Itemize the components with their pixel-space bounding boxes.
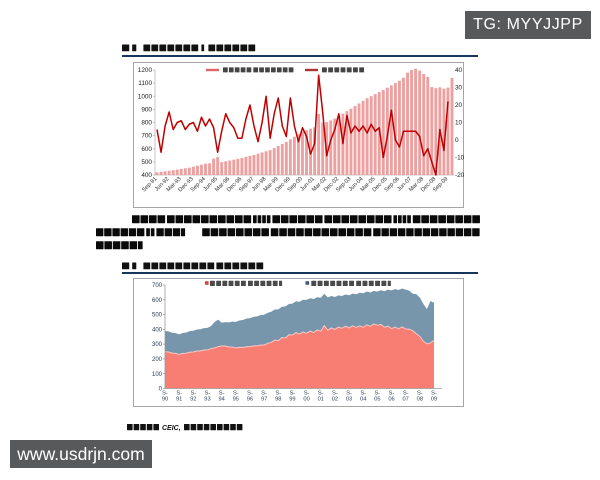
svg-text:300: 300	[152, 342, 163, 348]
svg-text:S-: S-	[176, 391, 182, 397]
svg-text:700: 700	[141, 133, 152, 140]
svg-text:99: 99	[289, 397, 295, 403]
svg-text:96: 96	[247, 397, 253, 403]
svg-text:94: 94	[218, 397, 224, 403]
svg-text:0: 0	[159, 387, 163, 393]
svg-text:08: 08	[417, 397, 423, 403]
svg-text:100: 100	[152, 372, 163, 378]
svg-text:1000: 1000	[138, 93, 153, 100]
svg-text:09: 09	[431, 397, 437, 403]
svg-text:S-: S-	[162, 391, 168, 397]
svg-text:0: 0	[455, 137, 459, 144]
svg-text:500: 500	[141, 159, 152, 166]
svg-text:S-: S-	[389, 391, 395, 397]
svg-text:S-: S-	[318, 391, 324, 397]
svg-text:S-: S-	[247, 391, 253, 397]
svg-text:03: 03	[346, 397, 352, 403]
svg-text:10: 10	[455, 120, 463, 127]
svg-text:98: 98	[275, 397, 281, 403]
svg-text:S-: S-	[219, 391, 225, 397]
svg-text:02: 02	[332, 397, 338, 403]
svg-text:400: 400	[141, 172, 152, 179]
svg-text:500: 500	[152, 313, 163, 319]
svg-text:93: 93	[204, 397, 210, 403]
svg-text:92: 92	[190, 397, 196, 403]
svg-text:05: 05	[374, 397, 380, 403]
svg-text:40: 40	[455, 67, 463, 74]
svg-text:900: 900	[141, 106, 152, 113]
svg-text:00: 00	[303, 397, 309, 403]
svg-text:S-: S-	[431, 391, 437, 397]
svg-text:S-: S-	[275, 391, 281, 397]
svg-text:-10: -10	[455, 155, 464, 162]
svg-text:30: 30	[455, 85, 463, 92]
svg-text:97: 97	[261, 397, 267, 403]
svg-text:90: 90	[162, 397, 168, 403]
svg-text:S-: S-	[233, 391, 239, 397]
svg-text:S-: S-	[205, 391, 211, 397]
svg-text:04: 04	[360, 397, 366, 403]
svg-text:1100: 1100	[138, 80, 152, 87]
svg-text:400: 400	[152, 327, 163, 333]
svg-text:200: 200	[152, 357, 163, 363]
svg-text:S-: S-	[360, 391, 366, 397]
svg-text:CEIC,: CEIC,	[162, 425, 181, 432]
svg-text:S-: S-	[417, 391, 423, 397]
svg-text:06: 06	[388, 397, 394, 403]
svg-text:07: 07	[403, 397, 409, 403]
svg-text:S-: S-	[304, 391, 310, 397]
svg-text:600: 600	[152, 298, 163, 304]
svg-text:800: 800	[141, 120, 152, 127]
svg-text:S-: S-	[290, 391, 296, 397]
svg-text:91: 91	[176, 397, 182, 403]
svg-text:S-: S-	[261, 391, 267, 397]
svg-text:-20: -20	[455, 172, 464, 179]
svg-text:20: 20	[455, 102, 463, 109]
svg-text:S-: S-	[403, 391, 409, 397]
svg-text:S-: S-	[375, 391, 381, 397]
svg-text:600: 600	[141, 146, 152, 153]
svg-text:700: 700	[152, 283, 163, 289]
svg-text:01: 01	[318, 397, 324, 403]
svg-text:S-: S-	[332, 391, 338, 397]
svg-text:95: 95	[233, 397, 239, 403]
svg-text:1200: 1200	[138, 67, 153, 74]
svg-text:S-: S-	[346, 391, 352, 397]
svg-text:S-: S-	[190, 391, 196, 397]
